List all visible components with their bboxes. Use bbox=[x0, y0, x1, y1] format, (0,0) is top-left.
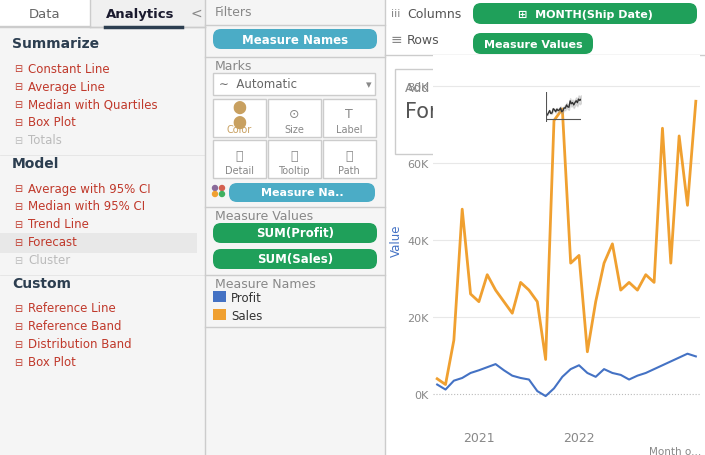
Text: ⊟: ⊟ bbox=[14, 136, 22, 146]
Text: Average with 95% CI: Average with 95% CI bbox=[28, 182, 151, 195]
Bar bbox=[213, 74, 375, 96]
Text: ⊟: ⊟ bbox=[14, 82, 22, 92]
Bar bbox=[0, 0, 205, 455]
Text: Profit: Profit bbox=[231, 291, 262, 304]
Bar bbox=[395, 70, 595, 155]
Text: ∼  Automatic: ∼ Automatic bbox=[219, 78, 297, 91]
Text: ⊟: ⊟ bbox=[14, 357, 22, 367]
Bar bbox=[0, 233, 197, 253]
Text: ⊟: ⊟ bbox=[14, 184, 22, 193]
Bar bbox=[385, 0, 705, 455]
Bar bbox=[542, 85, 585, 131]
Text: Add a: Add a bbox=[405, 81, 441, 94]
Circle shape bbox=[219, 192, 224, 197]
Text: Data: Data bbox=[29, 7, 61, 20]
Text: Distribution Band: Distribution Band bbox=[28, 338, 132, 351]
Text: Measure Values: Measure Values bbox=[484, 40, 582, 50]
Text: Analytics: Analytics bbox=[106, 7, 174, 20]
Bar bbox=[213, 141, 266, 179]
Bar bbox=[385, 0, 705, 56]
Text: Tooltip: Tooltip bbox=[278, 166, 309, 176]
Text: Label: Label bbox=[336, 125, 362, 135]
Text: ⊟: ⊟ bbox=[14, 100, 22, 110]
Text: ⊙: ⊙ bbox=[289, 108, 299, 121]
Text: Forecast: Forecast bbox=[28, 236, 78, 249]
Text: Detail: Detail bbox=[224, 166, 254, 176]
FancyBboxPatch shape bbox=[213, 30, 377, 50]
Text: ⊟: ⊟ bbox=[14, 219, 22, 229]
Text: <: < bbox=[190, 7, 202, 21]
Text: Totals: Totals bbox=[28, 134, 62, 147]
Text: Reference Line: Reference Line bbox=[28, 302, 116, 315]
FancyBboxPatch shape bbox=[213, 249, 377, 269]
Text: Constant Line: Constant Line bbox=[28, 62, 109, 76]
Text: ⊟: ⊟ bbox=[14, 303, 22, 313]
Circle shape bbox=[212, 192, 218, 197]
Bar bbox=[213, 309, 226, 320]
Bar bbox=[213, 291, 226, 302]
Text: Median with Quartiles: Median with Quartiles bbox=[28, 98, 158, 111]
Text: Columns: Columns bbox=[407, 7, 461, 20]
Bar bbox=[268, 100, 321, 138]
Text: Box Plot: Box Plot bbox=[28, 116, 76, 129]
Bar bbox=[323, 141, 376, 179]
Text: Filters: Filters bbox=[215, 5, 252, 19]
Text: ⬜: ⬜ bbox=[290, 149, 298, 162]
Bar bbox=[538, 78, 590, 150]
Text: Measure Names: Measure Names bbox=[242, 33, 348, 46]
FancyBboxPatch shape bbox=[213, 223, 377, 243]
Text: iii: iii bbox=[391, 9, 400, 19]
Bar bbox=[268, 141, 321, 179]
Text: Month o...: Month o... bbox=[649, 446, 701, 455]
Text: SUM(Sales): SUM(Sales) bbox=[257, 253, 333, 266]
Text: Measure Na..: Measure Na.. bbox=[261, 188, 343, 198]
Text: Summarize: Summarize bbox=[12, 37, 99, 51]
Y-axis label: Value: Value bbox=[391, 224, 403, 257]
Text: T: T bbox=[345, 108, 353, 121]
Text: ⛶: ⛶ bbox=[235, 149, 243, 162]
Text: Reference Band: Reference Band bbox=[28, 320, 121, 333]
Bar bbox=[323, 100, 376, 138]
Text: Forecast: Forecast bbox=[405, 102, 493, 122]
FancyBboxPatch shape bbox=[473, 4, 697, 25]
Bar bbox=[0, 0, 90, 28]
FancyBboxPatch shape bbox=[473, 34, 593, 55]
Text: Box Plot: Box Plot bbox=[28, 356, 76, 369]
Circle shape bbox=[212, 186, 218, 191]
Text: SUM(Profit): SUM(Profit) bbox=[256, 227, 334, 240]
Text: Average Line: Average Line bbox=[28, 81, 105, 93]
Text: ⊟: ⊟ bbox=[14, 238, 22, 248]
Text: ⊞  MONTH(Ship Date): ⊞ MONTH(Ship Date) bbox=[517, 10, 652, 20]
Text: ⊟: ⊟ bbox=[14, 255, 22, 265]
Text: Rows: Rows bbox=[407, 33, 440, 46]
Bar bbox=[205, 0, 385, 455]
Bar bbox=[213, 100, 266, 138]
Circle shape bbox=[219, 186, 224, 191]
Text: Model: Model bbox=[12, 157, 59, 171]
Text: Forecast: Forecast bbox=[538, 131, 588, 144]
Text: Median with 95% CI: Median with 95% CI bbox=[28, 200, 145, 213]
Text: Measure Values: Measure Values bbox=[215, 209, 313, 222]
Text: ▾: ▾ bbox=[366, 80, 372, 90]
Text: Measure Names: Measure Names bbox=[215, 277, 316, 290]
Text: Marks: Marks bbox=[215, 59, 252, 72]
FancyBboxPatch shape bbox=[229, 184, 375, 202]
Text: ⊟: ⊟ bbox=[14, 118, 22, 128]
Text: Size: Size bbox=[284, 125, 304, 135]
Text: ≡: ≡ bbox=[391, 33, 403, 47]
Text: ⊟: ⊟ bbox=[14, 64, 22, 74]
Text: ⊟: ⊟ bbox=[14, 321, 22, 331]
Text: ⊟: ⊟ bbox=[14, 202, 22, 212]
Text: ⊟: ⊟ bbox=[14, 339, 22, 349]
Text: Custom: Custom bbox=[12, 276, 71, 290]
Text: ⬤
⬤: ⬤ ⬤ bbox=[232, 101, 246, 129]
Text: Sales: Sales bbox=[231, 309, 262, 322]
Text: Color: Color bbox=[226, 125, 252, 135]
Text: 〜: 〜 bbox=[345, 149, 352, 162]
Text: Cluster: Cluster bbox=[28, 254, 70, 267]
Text: Path: Path bbox=[338, 166, 360, 176]
Text: Trend Line: Trend Line bbox=[28, 218, 89, 231]
Bar bbox=[0, 0, 205, 28]
